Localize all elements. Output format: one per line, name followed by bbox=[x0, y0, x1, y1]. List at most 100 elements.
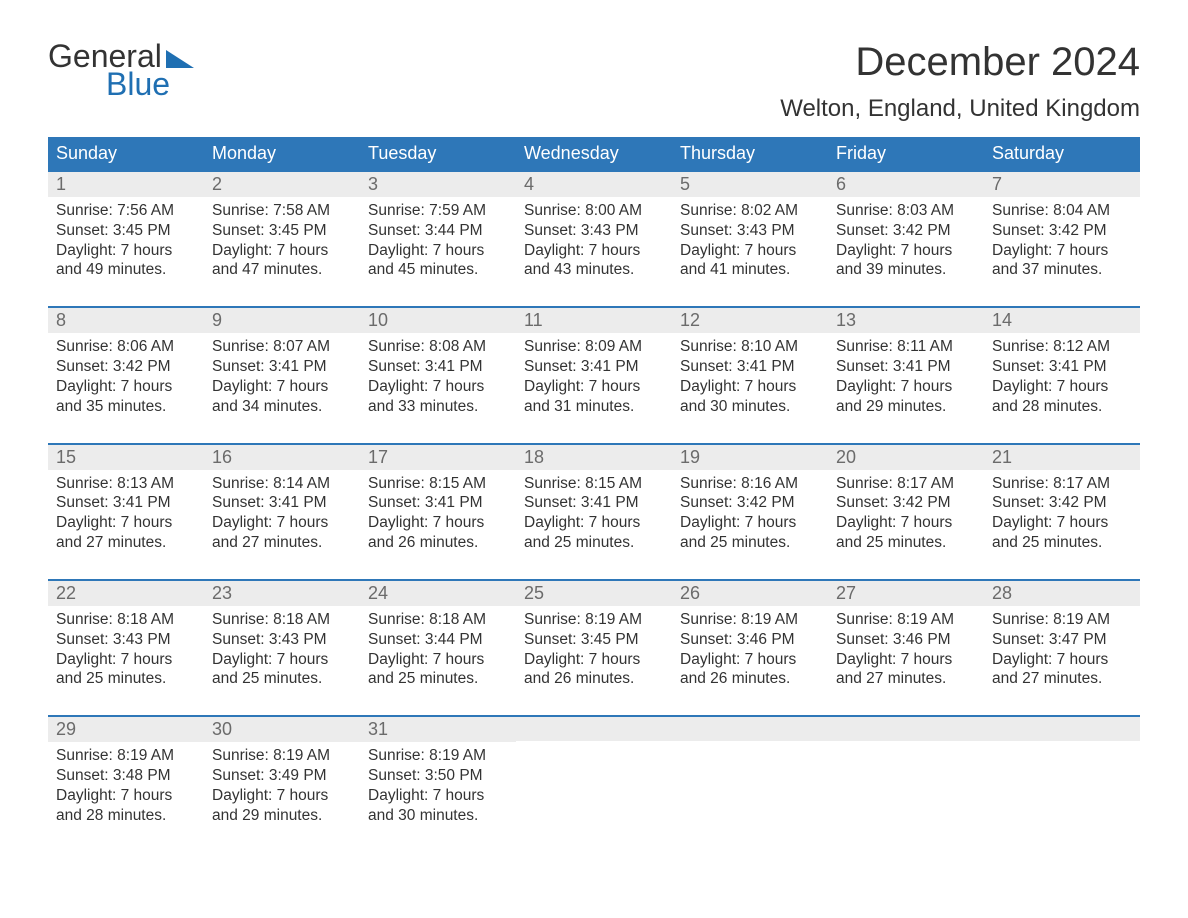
day-cell: 16Sunrise: 8:14 AMSunset: 3:41 PMDayligh… bbox=[204, 445, 360, 579]
day-number: 25 bbox=[516, 581, 672, 606]
sunrise-line: Sunrise: 8:11 AM bbox=[836, 337, 976, 357]
day-body: Sunrise: 8:16 AMSunset: 3:42 PMDaylight:… bbox=[672, 470, 828, 553]
day-number: 19 bbox=[672, 445, 828, 470]
sunrise-line: Sunrise: 8:16 AM bbox=[680, 474, 820, 494]
days-of-week-header: Sunday Monday Tuesday Wednesday Thursday… bbox=[48, 137, 1140, 170]
sunrise-line: Sunrise: 8:17 AM bbox=[992, 474, 1132, 494]
daylight-line-1: Daylight: 7 hours bbox=[524, 377, 664, 397]
sunset-line: Sunset: 3:41 PM bbox=[56, 493, 196, 513]
month-title: December 2024 bbox=[780, 40, 1140, 85]
daylight-line-1: Daylight: 7 hours bbox=[836, 377, 976, 397]
sunset-line: Sunset: 3:43 PM bbox=[680, 221, 820, 241]
sunrise-line: Sunrise: 8:02 AM bbox=[680, 201, 820, 221]
day-cell: 22Sunrise: 8:18 AMSunset: 3:43 PMDayligh… bbox=[48, 581, 204, 715]
sunset-line: Sunset: 3:42 PM bbox=[836, 221, 976, 241]
daylight-line-2: and 43 minutes. bbox=[524, 260, 664, 280]
daylight-line-1: Daylight: 7 hours bbox=[992, 241, 1132, 261]
sunset-line: Sunset: 3:43 PM bbox=[524, 221, 664, 241]
daylight-line-1: Daylight: 7 hours bbox=[680, 377, 820, 397]
daylight-line-2: and 29 minutes. bbox=[212, 806, 352, 826]
sunset-line: Sunset: 3:41 PM bbox=[212, 493, 352, 513]
daylight-line-2: and 25 minutes. bbox=[368, 669, 508, 689]
day-number: 18 bbox=[516, 445, 672, 470]
day-number: 9 bbox=[204, 308, 360, 333]
sunset-line: Sunset: 3:45 PM bbox=[56, 221, 196, 241]
day-body: Sunrise: 8:12 AMSunset: 3:41 PMDaylight:… bbox=[984, 333, 1140, 416]
day-cell: 20Sunrise: 8:17 AMSunset: 3:42 PMDayligh… bbox=[828, 445, 984, 579]
day-cell: 28Sunrise: 8:19 AMSunset: 3:47 PMDayligh… bbox=[984, 581, 1140, 715]
day-body: Sunrise: 8:19 AMSunset: 3:45 PMDaylight:… bbox=[516, 606, 672, 689]
daylight-line-2: and 25 minutes. bbox=[56, 669, 196, 689]
sunset-line: Sunset: 3:50 PM bbox=[368, 766, 508, 786]
day-body: Sunrise: 8:13 AMSunset: 3:41 PMDaylight:… bbox=[48, 470, 204, 553]
day-cell: 29Sunrise: 8:19 AMSunset: 3:48 PMDayligh… bbox=[48, 717, 204, 851]
day-number: 26 bbox=[672, 581, 828, 606]
daylight-line-1: Daylight: 7 hours bbox=[524, 513, 664, 533]
day-body: Sunrise: 8:15 AMSunset: 3:41 PMDaylight:… bbox=[360, 470, 516, 553]
dow-saturday: Saturday bbox=[984, 137, 1140, 170]
daylight-line-2: and 47 minutes. bbox=[212, 260, 352, 280]
daylight-line-1: Daylight: 7 hours bbox=[992, 377, 1132, 397]
day-number: 31 bbox=[360, 717, 516, 742]
sunset-line: Sunset: 3:42 PM bbox=[680, 493, 820, 513]
daylight-line-2: and 27 minutes. bbox=[212, 533, 352, 553]
day-cell: 8Sunrise: 8:06 AMSunset: 3:42 PMDaylight… bbox=[48, 308, 204, 442]
location-subtitle: Welton, England, United Kingdom bbox=[780, 95, 1140, 123]
daylight-line-2: and 30 minutes. bbox=[680, 397, 820, 417]
sunrise-line: Sunrise: 8:19 AM bbox=[368, 746, 508, 766]
daylight-line-2: and 33 minutes. bbox=[368, 397, 508, 417]
day-cell: 27Sunrise: 8:19 AMSunset: 3:46 PMDayligh… bbox=[828, 581, 984, 715]
day-number: 6 bbox=[828, 172, 984, 197]
day-cell: 1Sunrise: 7:56 AMSunset: 3:45 PMDaylight… bbox=[48, 172, 204, 306]
sunrise-line: Sunrise: 8:15 AM bbox=[368, 474, 508, 494]
day-cell: 9Sunrise: 8:07 AMSunset: 3:41 PMDaylight… bbox=[204, 308, 360, 442]
day-cell: 5Sunrise: 8:02 AMSunset: 3:43 PMDaylight… bbox=[672, 172, 828, 306]
sunset-line: Sunset: 3:45 PM bbox=[212, 221, 352, 241]
sunset-line: Sunset: 3:45 PM bbox=[524, 630, 664, 650]
day-cell: 4Sunrise: 8:00 AMSunset: 3:43 PMDaylight… bbox=[516, 172, 672, 306]
day-body: Sunrise: 8:17 AMSunset: 3:42 PMDaylight:… bbox=[984, 470, 1140, 553]
daylight-line-1: Daylight: 7 hours bbox=[680, 513, 820, 533]
day-body: Sunrise: 8:07 AMSunset: 3:41 PMDaylight:… bbox=[204, 333, 360, 416]
daylight-line-2: and 29 minutes. bbox=[836, 397, 976, 417]
sunrise-line: Sunrise: 8:14 AM bbox=[212, 474, 352, 494]
week-row: 29Sunrise: 8:19 AMSunset: 3:48 PMDayligh… bbox=[48, 715, 1140, 851]
sunrise-line: Sunrise: 7:58 AM bbox=[212, 201, 352, 221]
daylight-line-2: and 49 minutes. bbox=[56, 260, 196, 280]
day-number: 14 bbox=[984, 308, 1140, 333]
sunset-line: Sunset: 3:41 PM bbox=[836, 357, 976, 377]
dow-friday: Friday bbox=[828, 137, 984, 170]
day-number: 13 bbox=[828, 308, 984, 333]
day-body: Sunrise: 8:18 AMSunset: 3:44 PMDaylight:… bbox=[360, 606, 516, 689]
daylight-line-1: Daylight: 7 hours bbox=[992, 513, 1132, 533]
day-cell: 14Sunrise: 8:12 AMSunset: 3:41 PMDayligh… bbox=[984, 308, 1140, 442]
day-cell: 12Sunrise: 8:10 AMSunset: 3:41 PMDayligh… bbox=[672, 308, 828, 442]
sunset-line: Sunset: 3:49 PM bbox=[212, 766, 352, 786]
day-number: 15 bbox=[48, 445, 204, 470]
day-body: Sunrise: 8:18 AMSunset: 3:43 PMDaylight:… bbox=[48, 606, 204, 689]
day-body: Sunrise: 8:09 AMSunset: 3:41 PMDaylight:… bbox=[516, 333, 672, 416]
day-number: 12 bbox=[672, 308, 828, 333]
daylight-line-2: and 34 minutes. bbox=[212, 397, 352, 417]
day-cell: 30Sunrise: 8:19 AMSunset: 3:49 PMDayligh… bbox=[204, 717, 360, 851]
sunset-line: Sunset: 3:41 PM bbox=[992, 357, 1132, 377]
dow-wednesday: Wednesday bbox=[516, 137, 672, 170]
day-cell: 2Sunrise: 7:58 AMSunset: 3:45 PMDaylight… bbox=[204, 172, 360, 306]
day-cell: 6Sunrise: 8:03 AMSunset: 3:42 PMDaylight… bbox=[828, 172, 984, 306]
daylight-line-1: Daylight: 7 hours bbox=[368, 786, 508, 806]
sunrise-line: Sunrise: 8:19 AM bbox=[680, 610, 820, 630]
day-body: Sunrise: 8:03 AMSunset: 3:42 PMDaylight:… bbox=[828, 197, 984, 280]
day-body: Sunrise: 8:19 AMSunset: 3:46 PMDaylight:… bbox=[672, 606, 828, 689]
daylight-line-2: and 25 minutes. bbox=[212, 669, 352, 689]
day-cell bbox=[984, 717, 1140, 851]
day-number: 7 bbox=[984, 172, 1140, 197]
daylight-line-1: Daylight: 7 hours bbox=[680, 650, 820, 670]
sunset-line: Sunset: 3:41 PM bbox=[368, 357, 508, 377]
daylight-line-1: Daylight: 7 hours bbox=[56, 786, 196, 806]
daylight-line-2: and 45 minutes. bbox=[368, 260, 508, 280]
week-row: 1Sunrise: 7:56 AMSunset: 3:45 PMDaylight… bbox=[48, 170, 1140, 306]
day-number: 22 bbox=[48, 581, 204, 606]
logo: General Blue bbox=[48, 40, 194, 100]
daylight-line-2: and 26 minutes. bbox=[368, 533, 508, 553]
sunset-line: Sunset: 3:42 PM bbox=[992, 493, 1132, 513]
